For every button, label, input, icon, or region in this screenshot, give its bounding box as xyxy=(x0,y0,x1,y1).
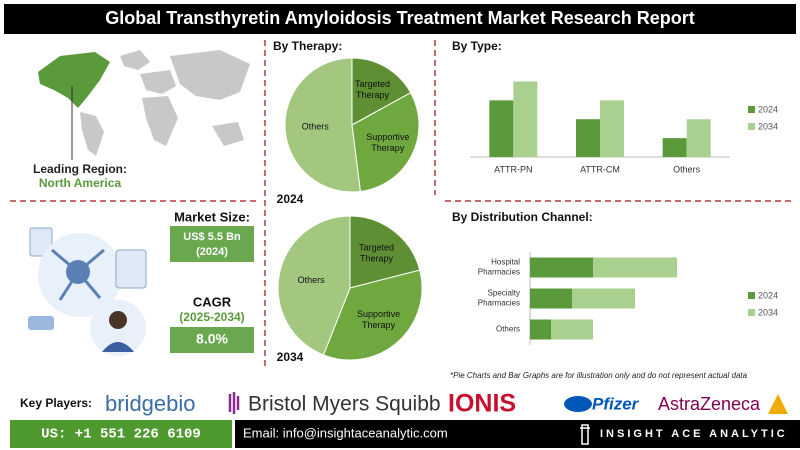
pie-slice xyxy=(349,215,421,289)
pie-slice xyxy=(351,57,412,126)
legend-swatch xyxy=(748,123,755,130)
slice-label: Supportive Therapy xyxy=(357,309,400,330)
bar xyxy=(530,319,551,340)
x-tick-label: ATTR-PN xyxy=(494,164,532,174)
chart-title: By Therapy: xyxy=(273,39,342,53)
legend-label: 2034 xyxy=(758,121,778,131)
company-logo: IONIS xyxy=(448,390,516,418)
cagr-period: (2025-2034) xyxy=(179,310,244,324)
legend-swatch xyxy=(748,106,755,113)
title-bar xyxy=(4,4,796,34)
footer-bar xyxy=(235,420,800,448)
pie-slice xyxy=(351,92,420,193)
market-size-box xyxy=(170,226,254,262)
world-map xyxy=(38,50,250,160)
bar xyxy=(551,319,593,340)
pfizer-icon xyxy=(564,396,592,412)
brand-icon xyxy=(580,424,590,445)
key-players-label: Key Players: xyxy=(20,396,92,410)
pie-year: 2034 xyxy=(277,350,304,364)
bar xyxy=(662,138,687,157)
pie-year: 2024 xyxy=(277,192,304,206)
bar xyxy=(572,288,635,309)
slice-label: Targeted Therapy xyxy=(359,243,394,264)
chart-title: By Distribution Channel: xyxy=(452,210,593,224)
bar xyxy=(593,257,677,278)
pie-slice xyxy=(284,57,361,193)
bar xyxy=(686,119,711,157)
legend-label: 2034 xyxy=(758,307,778,317)
pie-slice xyxy=(322,269,423,361)
slice-label: Targeted Therapy xyxy=(355,79,390,100)
cagr-box xyxy=(170,327,254,353)
note: *Pie Charts and Bar Graphs are for illus… xyxy=(450,371,748,380)
email: Email: info@insightaceanalytic.com xyxy=(243,425,448,440)
leading-region: North America xyxy=(39,176,122,190)
leading-region-label: Leading Region: xyxy=(33,162,127,176)
cagr: 8.0% xyxy=(196,331,228,347)
slice-label: Others xyxy=(298,275,326,285)
market-size-label: Market Size: xyxy=(174,209,250,224)
market-size-year: (2024) xyxy=(196,246,228,258)
bms-icon xyxy=(228,392,240,414)
bar xyxy=(530,257,593,278)
legend-swatch xyxy=(748,292,755,299)
bar xyxy=(600,100,624,157)
illustration xyxy=(28,227,147,356)
bar xyxy=(576,119,600,157)
bar xyxy=(530,288,572,309)
company-logo: Pfizer xyxy=(592,394,640,413)
phone: US: +1 551 226 6109 xyxy=(41,427,201,443)
company-logo: AstraZeneca xyxy=(658,394,761,414)
pie-slice xyxy=(277,215,351,356)
company-logo: bridgebio xyxy=(105,391,196,416)
y-tick-label: Hospital Pharmacies xyxy=(478,258,520,277)
y-tick-label: Others xyxy=(496,325,520,334)
chart-title: By Type: xyxy=(452,39,502,53)
x-tick-label: Others xyxy=(673,164,701,174)
astrazeneca-icon xyxy=(768,394,788,414)
page-title: Global Transthyretin Amyloidosis Treatme… xyxy=(105,8,695,28)
brand: INSIGHT ACE ANALYTIC xyxy=(600,428,788,440)
slice-label: Supportive Therapy xyxy=(366,132,409,153)
legend-swatch xyxy=(748,309,755,316)
bar xyxy=(513,81,538,157)
cagr-label: CAGR xyxy=(193,294,232,309)
legend-label: 2024 xyxy=(758,290,778,300)
phone-box xyxy=(10,420,232,448)
y-tick-label: Specialty Pharmacies xyxy=(478,289,520,308)
legend-label: 2024 xyxy=(758,104,778,114)
x-tick-label: ATTR-CM xyxy=(580,164,620,174)
market-size: US$ 5.5 Bn xyxy=(183,231,241,243)
slice-label: Others xyxy=(302,122,330,132)
bar xyxy=(489,100,514,157)
company-logo: Bristol Myers Squibb xyxy=(248,393,441,416)
